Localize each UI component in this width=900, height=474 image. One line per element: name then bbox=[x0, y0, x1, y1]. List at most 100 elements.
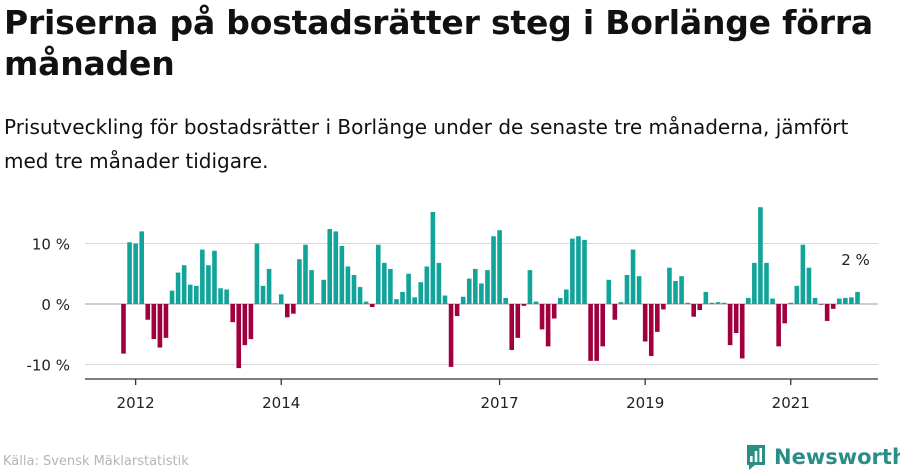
bar bbox=[284, 304, 290, 318]
bar bbox=[606, 279, 612, 304]
bar bbox=[697, 304, 703, 311]
bar bbox=[315, 303, 320, 304]
bar bbox=[557, 297, 563, 304]
bar bbox=[533, 301, 539, 304]
bar bbox=[212, 250, 217, 304]
bar bbox=[181, 265, 187, 304]
bar bbox=[527, 270, 533, 304]
bar bbox=[339, 245, 345, 304]
bar bbox=[206, 265, 211, 304]
bar bbox=[746, 297, 751, 304]
bar bbox=[485, 270, 490, 304]
bar bbox=[187, 284, 193, 304]
bar bbox=[145, 304, 151, 320]
bar bbox=[739, 304, 745, 359]
bar bbox=[351, 274, 357, 304]
bar bbox=[624, 274, 630, 304]
bar bbox=[679, 276, 684, 304]
bar bbox=[442, 295, 448, 304]
bar bbox=[618, 302, 624, 304]
bar bbox=[630, 249, 636, 304]
bar bbox=[224, 289, 229, 304]
bar bbox=[691, 304, 696, 317]
bar bbox=[382, 262, 387, 304]
bar bbox=[236, 304, 242, 369]
bar bbox=[127, 242, 132, 304]
bar bbox=[436, 262, 442, 304]
bar bbox=[521, 304, 527, 306]
brand-name: Newsworthy bbox=[774, 445, 900, 469]
bar bbox=[157, 304, 163, 348]
bar bbox=[200, 249, 205, 304]
bar bbox=[539, 304, 545, 330]
bar bbox=[254, 243, 260, 304]
bar bbox=[636, 276, 642, 304]
bar bbox=[369, 304, 375, 308]
bar bbox=[836, 298, 842, 305]
bar bbox=[139, 231, 144, 304]
bar bbox=[291, 304, 296, 314]
bar bbox=[715, 302, 721, 304]
source-note: Källa: Svensk Mäklarstatistik bbox=[3, 454, 189, 469]
bar bbox=[169, 290, 175, 304]
bar bbox=[400, 291, 405, 304]
bar bbox=[406, 273, 411, 304]
bar bbox=[497, 230, 502, 304]
bar bbox=[721, 302, 727, 304]
chart-subtitle: Prisutveckling för bostadsrätter i Borlä… bbox=[4, 115, 849, 173]
bar bbox=[121, 304, 126, 354]
bar bbox=[764, 262, 769, 304]
bar bbox=[193, 285, 199, 304]
bar bbox=[648, 304, 654, 357]
bar bbox=[588, 304, 593, 361]
bar bbox=[357, 287, 363, 304]
data-label: 2 % bbox=[841, 251, 870, 269]
bar bbox=[448, 304, 454, 367]
bar bbox=[824, 304, 830, 321]
x-tick-label: 2017 bbox=[480, 394, 518, 412]
bars bbox=[121, 207, 860, 369]
bar bbox=[175, 272, 181, 304]
bar bbox=[509, 304, 515, 350]
page-title: Priserna på bostadsrätter steg i Borläng… bbox=[4, 3, 873, 83]
bar bbox=[248, 304, 254, 340]
bar bbox=[345, 266, 351, 304]
bar bbox=[612, 304, 618, 320]
bar bbox=[309, 270, 314, 304]
bar bbox=[594, 304, 599, 361]
bar bbox=[830, 304, 836, 309]
bar bbox=[849, 297, 854, 305]
bar bbox=[278, 294, 284, 304]
bar bbox=[576, 236, 581, 304]
bar bbox=[260, 285, 266, 304]
bar bbox=[218, 288, 223, 304]
bar bbox=[564, 289, 569, 304]
bar bbox=[800, 244, 806, 304]
bar bbox=[272, 303, 278, 304]
bar bbox=[515, 304, 521, 338]
bar bbox=[673, 281, 678, 304]
bar bbox=[685, 302, 690, 304]
bar bbox=[855, 291, 860, 304]
bar bbox=[703, 291, 709, 304]
bar bbox=[388, 268, 393, 304]
bar bbox=[545, 304, 551, 347]
newsworthy-logo: Newsworthy bbox=[745, 442, 900, 472]
bar bbox=[424, 266, 430, 304]
x-tick-label: 2014 bbox=[262, 394, 300, 412]
bar bbox=[570, 238, 575, 304]
x-tick-label: 2012 bbox=[117, 394, 155, 412]
bar bbox=[752, 262, 757, 304]
bar bbox=[733, 304, 739, 334]
bar bbox=[479, 283, 484, 304]
axes: 10 % 0 % -10 % 2012 2014 2017 2019 2021 2 % bbox=[26, 236, 878, 412]
bar bbox=[782, 304, 787, 324]
x-tick-label: 2021 bbox=[772, 394, 810, 412]
bar bbox=[230, 304, 235, 323]
bar bbox=[709, 302, 715, 304]
bar bbox=[418, 282, 424, 304]
bar bbox=[600, 304, 606, 347]
bar bbox=[667, 267, 672, 304]
bar bbox=[266, 268, 272, 304]
bar bbox=[333, 231, 339, 304]
